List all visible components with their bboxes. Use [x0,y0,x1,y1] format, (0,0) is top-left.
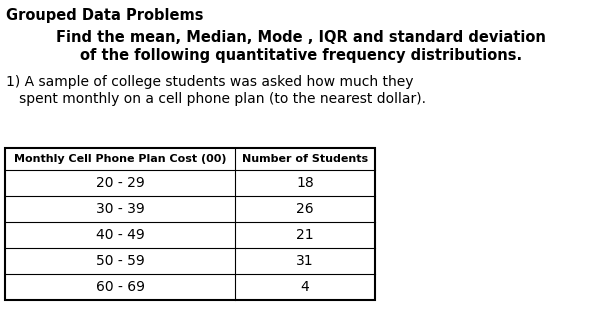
Text: 4: 4 [300,280,309,294]
Text: 60 - 69: 60 - 69 [96,280,144,294]
Text: 20 - 29: 20 - 29 [96,176,144,190]
Text: 21: 21 [296,228,314,242]
Text: Number of Students: Number of Students [242,154,368,164]
Text: 30 - 39: 30 - 39 [96,202,144,216]
Text: 18: 18 [296,176,314,190]
Text: Monthly Cell Phone Plan Cost (00): Monthly Cell Phone Plan Cost (00) [14,154,226,164]
Text: 50 - 59: 50 - 59 [96,254,144,268]
Text: Grouped Data Problems: Grouped Data Problems [6,8,203,23]
Bar [5,148,375,300]
Text: 31: 31 [296,254,314,268]
Text: Find the mean, Median, Mode , IQR and standard deviation: Find the mean, Median, Mode , IQR and st… [56,30,546,45]
Text: of the following quantitative frequency distributions.: of the following quantitative frequency … [80,48,522,63]
Text: 40 - 49: 40 - 49 [96,228,144,242]
Text: 26: 26 [296,202,314,216]
Text: 1) A sample of college students was asked how much they: 1) A sample of college students was aske… [6,75,414,89]
Text: spent monthly on a cell phone plan (to the nearest dollar).: spent monthly on a cell phone plan (to t… [6,92,426,106]
